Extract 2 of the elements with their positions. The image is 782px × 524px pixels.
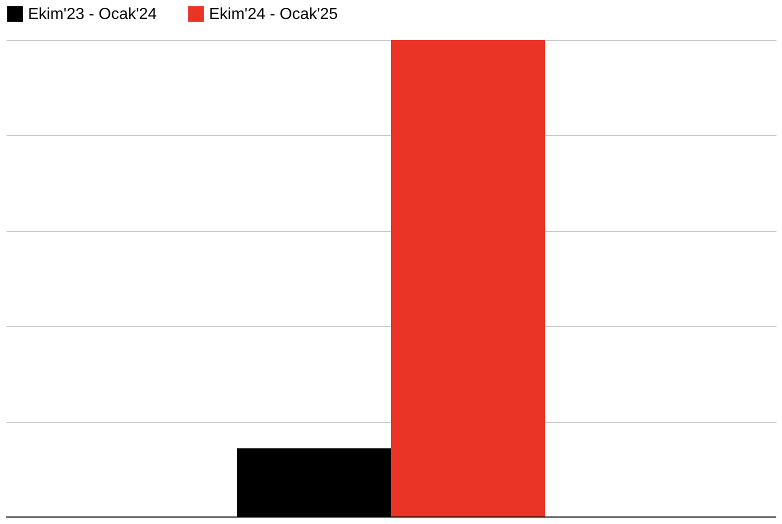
legend-label: Ekim'23 - Ocak'24	[28, 6, 157, 23]
legend-label: Ekim'24 - Ocak'25	[209, 6, 338, 23]
